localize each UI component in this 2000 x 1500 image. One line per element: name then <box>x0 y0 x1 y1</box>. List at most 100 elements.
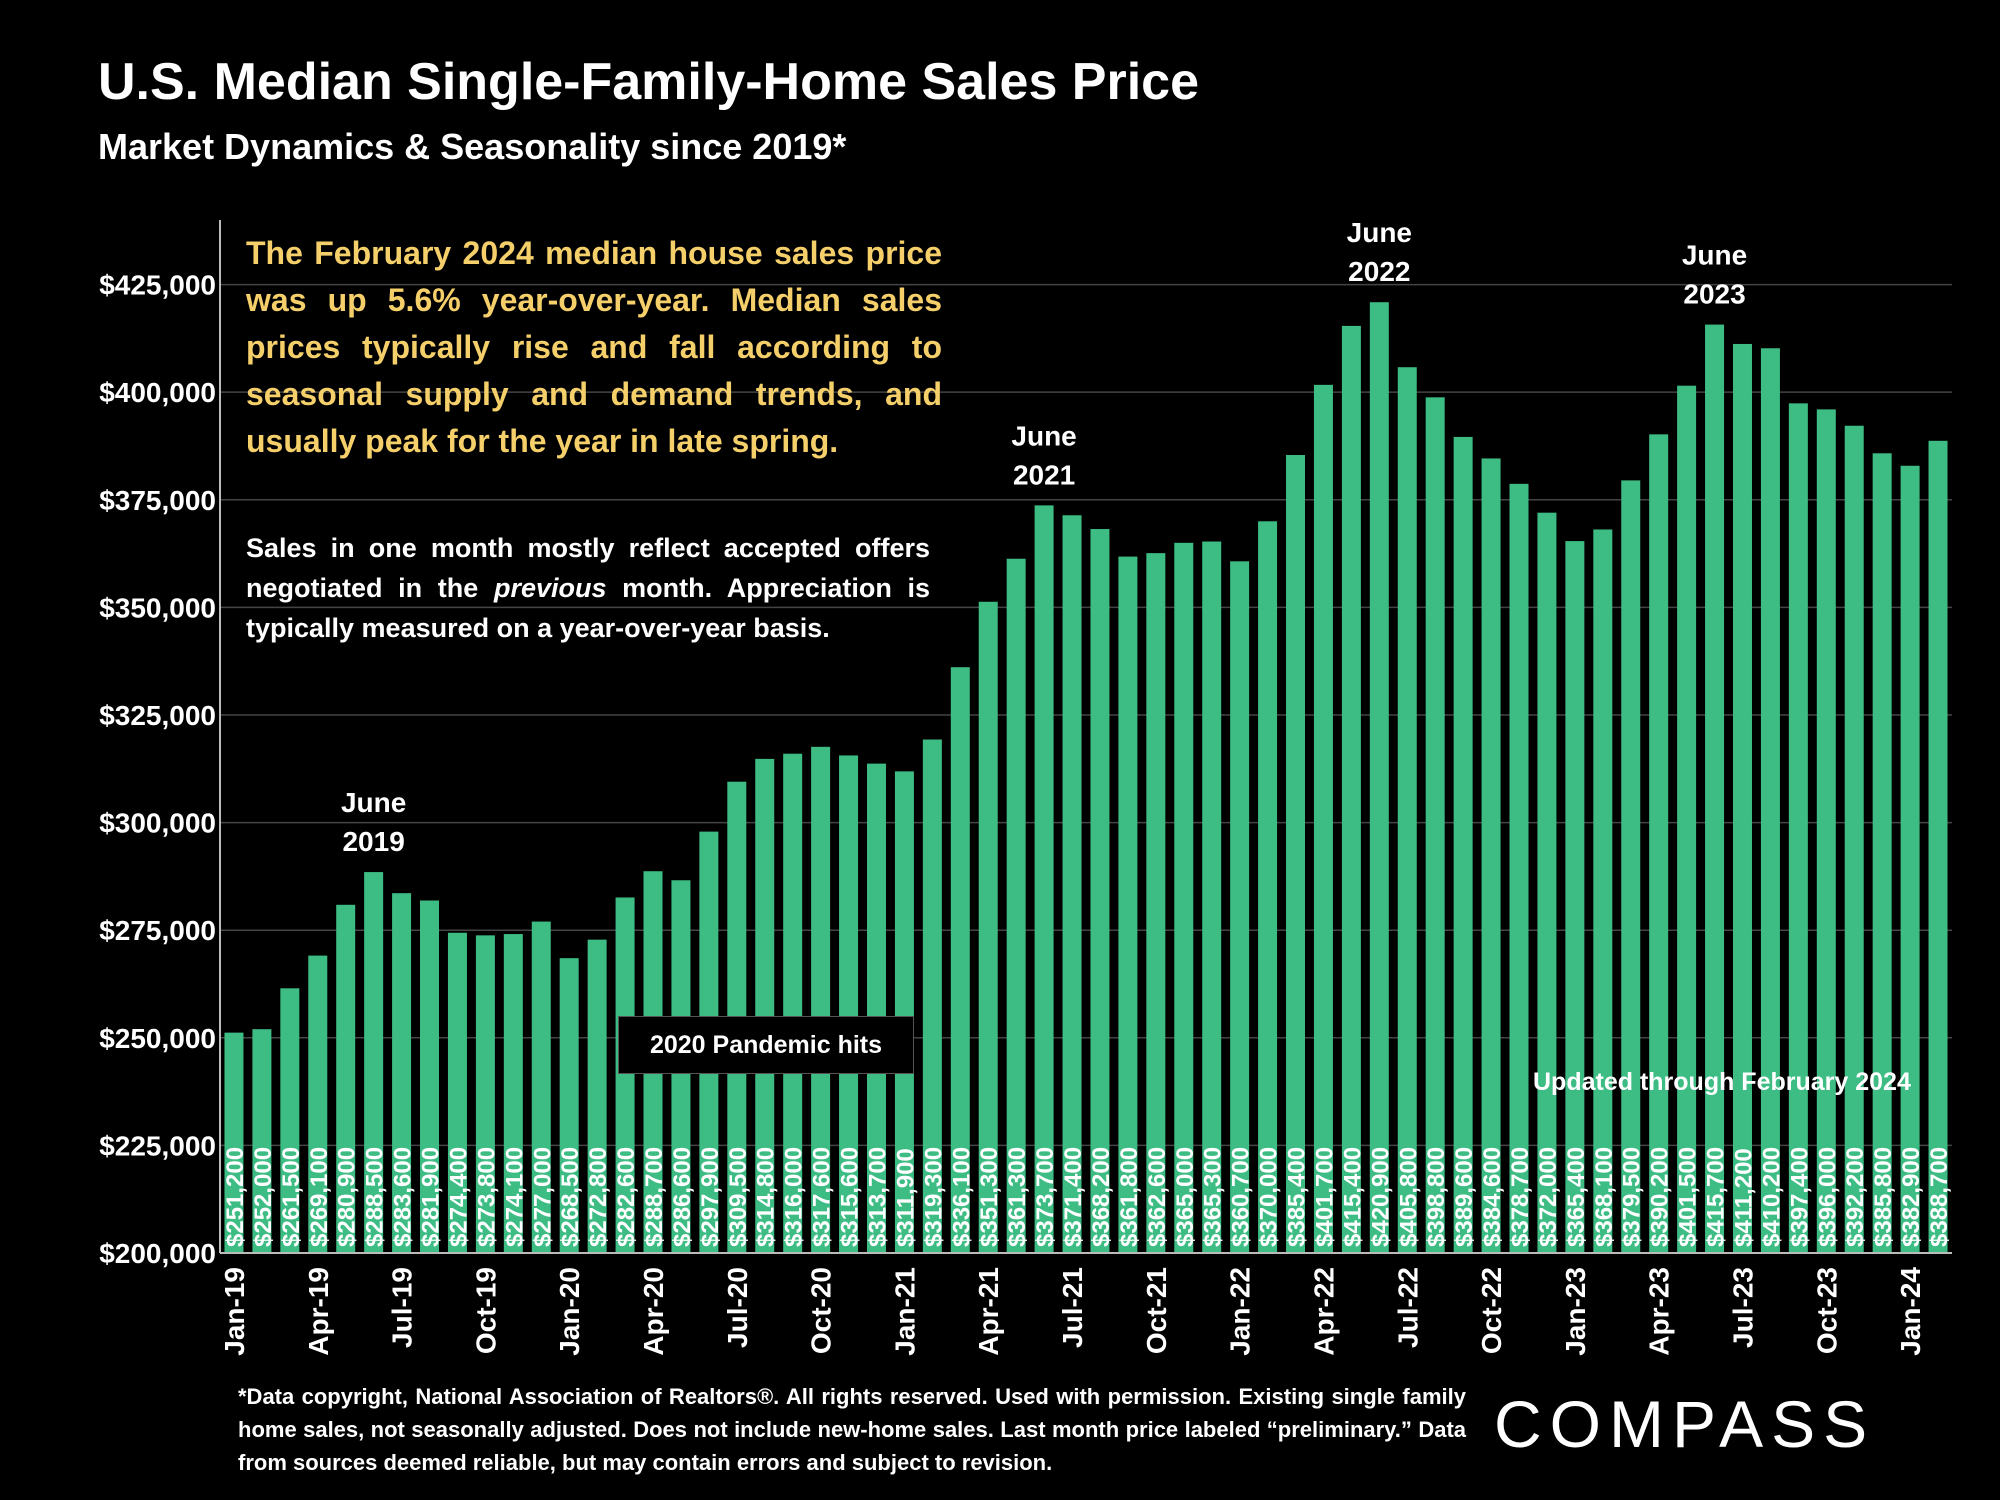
bar <box>615 897 635 1253</box>
data-label: $384,600 <box>1479 1147 1506 1247</box>
bar <box>978 601 998 1253</box>
bar <box>1928 440 1948 1254</box>
bar <box>1341 325 1361 1253</box>
x-tick-label: Apr-22 <box>1308 1267 1339 1356</box>
bar <box>252 1029 272 1253</box>
bar <box>1369 302 1389 1253</box>
bar <box>1816 409 1836 1254</box>
bar <box>1565 541 1585 1253</box>
bar <box>559 958 579 1253</box>
data-label: $368,100 <box>1591 1147 1618 1247</box>
chart-title: U.S. Median Single-Family-Home Sales Pri… <box>98 53 1200 111</box>
data-label: $268,500 <box>557 1147 584 1247</box>
x-tick-label: Jan-23 <box>1560 1267 1591 1356</box>
data-label: $389,600 <box>1451 1147 1478 1247</box>
chart-subtitle: Market Dynamics & Seasonality since 2019… <box>98 126 847 167</box>
bar <box>475 935 495 1253</box>
data-label: $273,800 <box>473 1147 500 1247</box>
data-label: $313,700 <box>864 1147 891 1247</box>
data-label: $415,700 <box>1703 1147 1730 1247</box>
bar <box>783 753 803 1253</box>
data-label: $288,500 <box>362 1147 389 1247</box>
bar <box>1453 436 1473 1253</box>
data-label: $365,400 <box>1563 1147 1590 1247</box>
secondary-note-part-2: month. Appreciation is typically measure… <box>246 573 930 643</box>
x-tick-label: Jan-20 <box>554 1267 585 1356</box>
footnote: *Data copyright, National Association of… <box>238 1384 1466 1475</box>
peak-annotation-year: 2022 <box>1348 256 1410 287</box>
bar <box>1146 553 1166 1253</box>
data-label: $362,600 <box>1144 1147 1171 1247</box>
data-label: $373,700 <box>1032 1147 1059 1247</box>
bar <box>280 988 300 1253</box>
bar <box>1118 556 1138 1253</box>
bar <box>1286 455 1306 1253</box>
data-label: $365,000 <box>1172 1147 1199 1247</box>
data-label: $401,500 <box>1675 1147 1702 1247</box>
data-label: $282,600 <box>613 1147 640 1247</box>
bar <box>1425 397 1445 1253</box>
bar <box>336 904 356 1253</box>
bar <box>1481 458 1501 1254</box>
bar <box>1537 512 1557 1253</box>
bar <box>1872 453 1892 1253</box>
peak-annotation-month: June <box>1682 240 1747 271</box>
updated-note: Updated through February 2024 <box>1533 1068 1911 1096</box>
x-tick-label: Jul-19 <box>387 1267 418 1348</box>
y-tick-label: $400,000 <box>99 377 216 408</box>
bar <box>224 1032 244 1253</box>
bar <box>866 763 886 1253</box>
data-label: $311,900 <box>892 1148 919 1247</box>
x-tick-label: Jan-22 <box>1225 1267 1256 1356</box>
data-label: $396,000 <box>1814 1147 1841 1247</box>
x-tick-label: Oct-22 <box>1476 1267 1507 1354</box>
data-label: $415,400 <box>1339 1147 1366 1247</box>
bar <box>1258 521 1278 1253</box>
bar <box>1844 425 1864 1254</box>
data-label: $379,500 <box>1619 1147 1646 1247</box>
data-label: $378,700 <box>1507 1147 1534 1247</box>
bar <box>364 872 384 1253</box>
peak-annotation-month: June <box>341 787 406 818</box>
data-label: $280,900 <box>334 1147 361 1247</box>
x-tick-label: Apr-21 <box>973 1267 1004 1356</box>
y-tick-label: $200,000 <box>99 1238 216 1269</box>
bar <box>503 934 523 1253</box>
data-label: $286,600 <box>669 1147 696 1247</box>
bar <box>1705 324 1725 1253</box>
y-tick-label: $425,000 <box>99 270 216 301</box>
data-label: $360,700 <box>1228 1147 1255 1247</box>
x-tick-label: Jul-22 <box>1392 1267 1423 1348</box>
bar <box>811 746 831 1253</box>
data-label: $274,100 <box>501 1147 528 1247</box>
data-label: $388,700 <box>1926 1147 1953 1247</box>
data-label: $411,200 <box>1730 1148 1757 1247</box>
data-label: $370,000 <box>1256 1147 1283 1247</box>
bar <box>1900 465 1920 1253</box>
bar <box>1006 558 1026 1253</box>
data-label: $314,800 <box>753 1147 780 1247</box>
data-label: $397,400 <box>1786 1147 1813 1247</box>
compass-logo: COMPASS <box>1494 1387 1876 1461</box>
data-label: $351,300 <box>976 1147 1003 1247</box>
pandemic-callout: 2020 Pandemic hits <box>618 1016 914 1074</box>
data-label: $261,500 <box>278 1147 305 1247</box>
secondary-note-italic: previous <box>493 573 607 603</box>
bar <box>950 667 970 1253</box>
x-tick-label: Jan-21 <box>889 1267 920 1356</box>
bar <box>1509 483 1529 1253</box>
bar <box>531 921 551 1253</box>
peak-annotation-month: June <box>1011 420 1076 451</box>
bar <box>1090 529 1110 1253</box>
x-tick-label: Jan-19 <box>219 1267 250 1356</box>
bar <box>1397 367 1417 1253</box>
peak-annotation-year: 2021 <box>1013 459 1075 490</box>
bar <box>1649 434 1669 1253</box>
data-label: $315,600 <box>837 1147 864 1247</box>
y-tick-label: $225,000 <box>99 1130 216 1161</box>
data-label: $316,000 <box>781 1147 808 1247</box>
bar <box>308 955 328 1253</box>
data-label: $368,200 <box>1088 1147 1115 1247</box>
x-tick-label: Oct-19 <box>470 1267 501 1354</box>
